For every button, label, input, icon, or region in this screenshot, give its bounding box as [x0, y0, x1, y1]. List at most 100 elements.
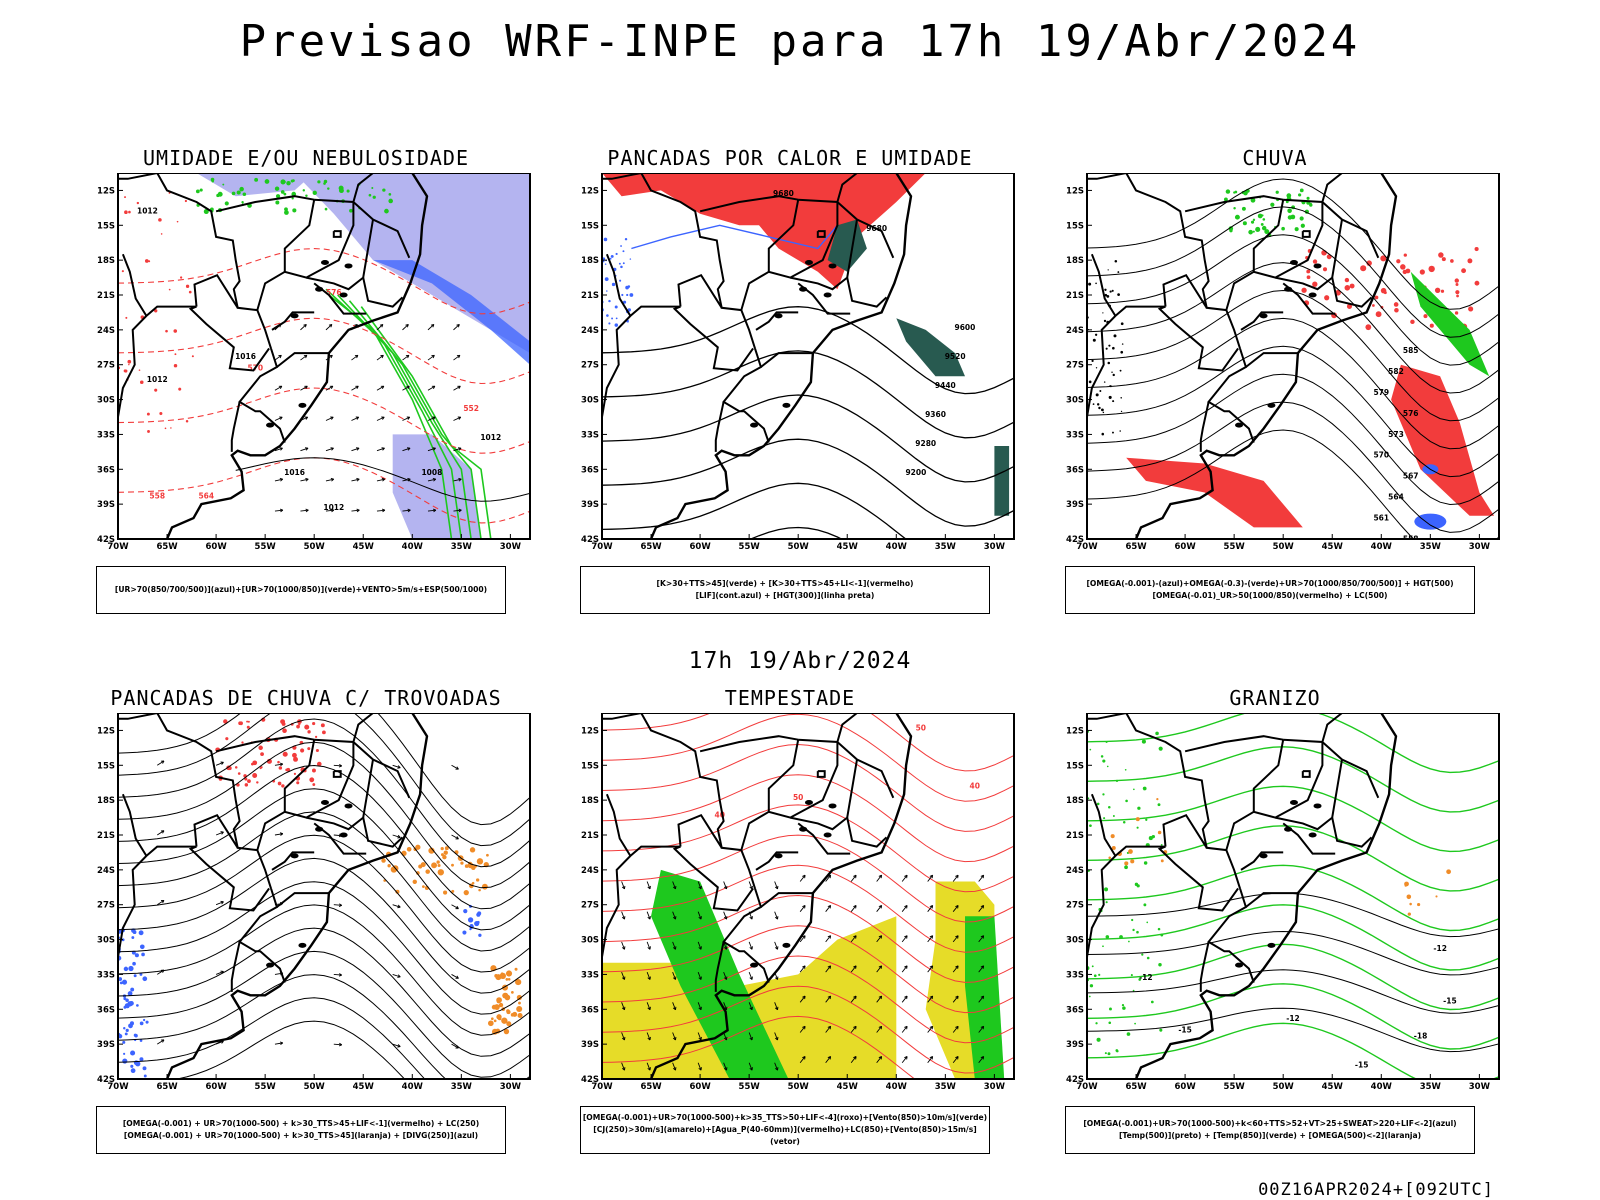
thickness-contour-red — [148, 260, 151, 263]
thunder-area-orange — [486, 853, 489, 857]
lake — [1235, 422, 1244, 428]
lc-streamline — [1120, 397, 1122, 399]
divergence-area-blue — [145, 1020, 149, 1024]
wind850-vector — [698, 916, 702, 920]
wind-vector — [379, 324, 384, 328]
rain-area-red — [1126, 457, 1303, 528]
thunder-area-orange — [506, 1021, 512, 1027]
temp850-contour-green — [1133, 788, 1135, 791]
divergence-area-blue — [138, 930, 144, 936]
wind-vector — [376, 324, 384, 331]
omega500-area-orange — [1417, 902, 1421, 907]
streamline-arrow — [455, 905, 459, 910]
state-border — [1087, 173, 1241, 349]
wind850-vector — [647, 976, 651, 980]
state-border — [238, 888, 286, 983]
thunder-area-orange — [512, 1011, 518, 1017]
omega500-area-orange — [1160, 859, 1164, 863]
omega-area-green — [1306, 196, 1310, 200]
temp850-contour-green — [1105, 935, 1110, 939]
rain-area-red — [1393, 302, 1399, 307]
lat-tick-label: 21S — [97, 831, 115, 841]
temp850-contour-green — [1102, 945, 1104, 948]
lifted-index-contour-blue — [624, 237, 628, 241]
rain-area-red — [1366, 260, 1372, 266]
lc-streamline — [1114, 260, 1118, 263]
divergence-area-blue — [133, 974, 137, 978]
panel-title: UMIDADE E/OU NEBULOSIDADE — [142, 146, 470, 170]
lc-streamline — [1102, 411, 1105, 414]
wind850-vector — [827, 1056, 832, 1060]
thunder-area-red — [246, 720, 249, 723]
legend-line: [CJ(250)>30m/s](amarelo)+[Agua_P(40-60mm… — [593, 1125, 977, 1146]
lifted-index-contour-blue — [611, 317, 614, 320]
wind850-vector — [980, 905, 985, 909]
wind850-vector — [878, 1025, 883, 1030]
wind850-vector — [646, 971, 651, 980]
state-border — [740, 270, 770, 311]
state-border — [215, 195, 315, 213]
lc-streamline — [1113, 334, 1117, 338]
humidity-cell-green — [216, 193, 220, 198]
wind850-vector — [748, 1062, 753, 1071]
divergence-area-blue — [125, 998, 129, 1003]
omega-area-green — [1252, 218, 1256, 222]
wind-vector — [279, 508, 284, 513]
legend-line: [OMEGA(-0.001) + UR>70(1000-500) + k>30_… — [123, 1131, 479, 1140]
wind850-vector — [723, 976, 728, 980]
wind850-vector — [952, 995, 959, 1003]
temp850-contour-green — [1158, 746, 1163, 751]
streamline-arrow — [156, 900, 165, 906]
rain-area-red — [1380, 287, 1387, 294]
hgt500-contour — [1087, 178, 1499, 310]
wind-vector — [431, 385, 436, 390]
temp850-contour-green — [1087, 1022, 1499, 1079]
thunder-area-orange — [481, 883, 488, 890]
streamline-arrow — [215, 901, 224, 906]
svg-text:-15: -15 — [1443, 996, 1457, 1005]
temp850-contour-green — [1105, 901, 1108, 904]
wind850-vector — [774, 911, 778, 920]
lifted-index-contour-blue — [629, 258, 632, 260]
wind850-vector — [774, 946, 779, 950]
temp850-contour-green — [1145, 818, 1148, 821]
humidity-cell-green — [236, 190, 241, 195]
temp850-contour-green — [1158, 962, 1162, 967]
map-frame — [1086, 173, 1500, 540]
svg-text:9200: 9200 — [905, 468, 926, 477]
wind850-vector — [904, 995, 908, 1000]
omega-area-green — [1234, 190, 1238, 194]
omega-area-blue — [1414, 513, 1447, 530]
state-border — [230, 401, 241, 452]
temp850-contour-green — [1136, 930, 1139, 934]
state-border — [714, 401, 725, 452]
divergence-area-blue — [139, 1057, 144, 1062]
state-border — [699, 735, 799, 753]
state-border — [836, 173, 858, 203]
lc-streamline — [1107, 269, 1109, 271]
lc-streamline — [1112, 346, 1115, 350]
divergence-area-blue — [121, 979, 128, 985]
rain-area-red — [1374, 295, 1379, 300]
rain-area-red — [1419, 269, 1425, 275]
wind-vector — [457, 416, 462, 420]
lake — [290, 313, 299, 319]
omega-area-green — [1309, 203, 1313, 207]
lifted-index-contour-blue — [625, 285, 629, 290]
thickness-contour-red — [164, 427, 167, 430]
divergence-area-blue — [467, 917, 474, 923]
streamline-250 — [118, 857, 530, 994]
hgt500-contour — [1087, 373, 1499, 506]
state-border — [1207, 348, 1255, 443]
thunder-area-orange — [511, 991, 514, 994]
omega-area-green — [1281, 226, 1285, 231]
lat-tick-label: 36S — [1066, 465, 1084, 475]
thunder-area-orange — [451, 863, 454, 867]
wind850-vector — [878, 1056, 883, 1060]
thunder-area-red — [282, 728, 287, 734]
state-border — [677, 813, 723, 849]
panel-legend: [OMEGA(-0.001)-(azul)+OMEGA(-0.3)-(verde… — [1065, 566, 1475, 614]
omega-area-green — [1242, 221, 1247, 226]
state-border — [118, 305, 197, 432]
